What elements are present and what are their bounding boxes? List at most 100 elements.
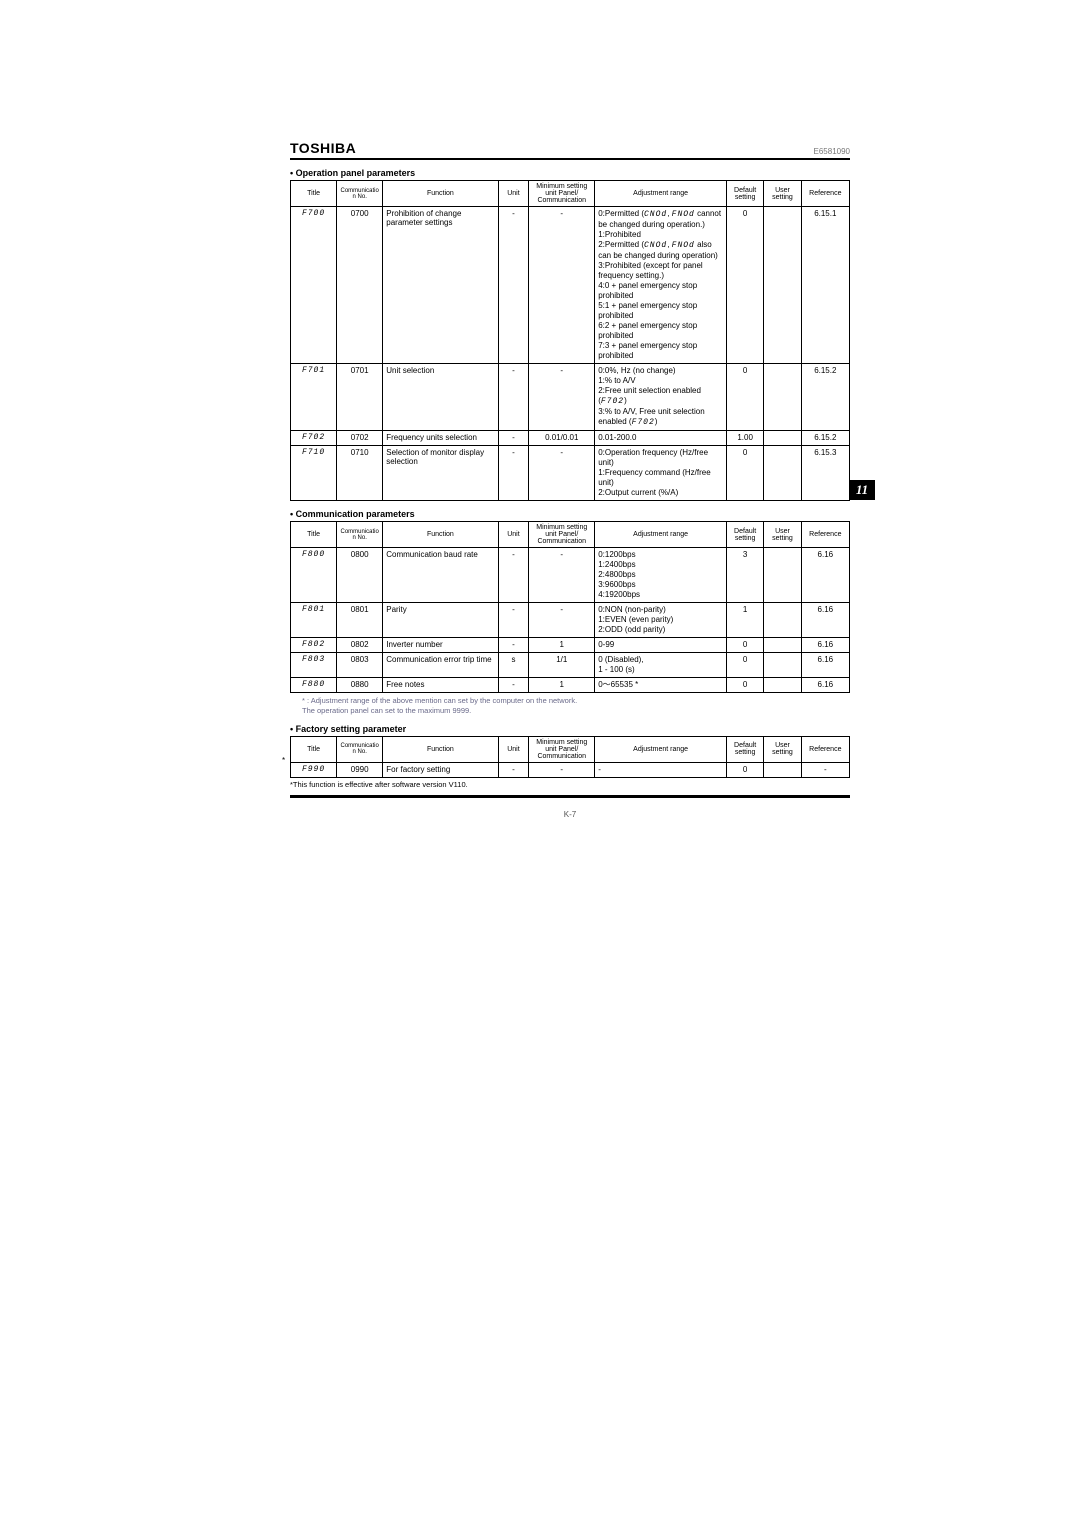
param-title: F802 [291,638,337,653]
param-comm: 0710 [337,446,383,501]
param-comm: 0803 [337,653,383,678]
param-comm: 0990 [337,762,383,777]
param-function: Communication error trip time [383,653,498,678]
col-user: User setting [764,736,801,762]
param-reference: 6.16 [801,678,849,693]
param-min: - [529,446,595,501]
col-reference: Reference [801,736,849,762]
param-unit: - [498,364,529,431]
param-title: F701 [291,364,337,431]
table-row: F702 0702 Frequency units selection - 0.… [291,431,850,446]
col-title: Title [291,181,337,207]
param-adj: 0:0%, Hz (no change)1:% to A/V2:Free uni… [595,364,727,431]
table-row: F803 0803 Communication error trip time … [291,653,850,678]
param-adj: 0:NON (non-parity)1:EVEN (even parity)2:… [595,603,727,638]
param-min: 0.01/0.01 [529,431,595,446]
param-min: 1 [529,678,595,693]
factory-note: *This function is effective after softwa… [290,780,850,789]
param-reference: 6.16 [801,653,849,678]
param-comm: 0880 [337,678,383,693]
param-function: Selection of monitor display selection [383,446,498,501]
param-reference: 6.16 [801,548,849,603]
param-default: 3 [726,548,763,603]
param-default: 0 [726,364,763,431]
param-default: 0 [726,638,763,653]
col-adj: Adjustment range [595,181,727,207]
param-unit: - [498,431,529,446]
param-title: F803 [291,653,337,678]
param-function: Frequency units selection [383,431,498,446]
operation-table: Title Communication No. Function Unit Mi… [290,180,850,501]
table-row: F710 0710 Selection of monitor display s… [291,446,850,501]
col-min: Minimum setting unit Panel/ Communicatio… [529,736,595,762]
param-user [764,678,801,693]
param-default: 0 [726,446,763,501]
param-reference: 6.16 [801,603,849,638]
param-function: Free notes [383,678,498,693]
col-unit: Unit [498,736,529,762]
col-min: Minimum setting unit Panel/ Communicatio… [529,522,595,548]
param-unit: - [498,446,529,501]
param-user [764,762,801,777]
param-title: F700 [291,207,337,364]
brand-logo: TOSHIBA [290,140,356,156]
param-adj: 0:Operation frequency (Hz/free unit)1:Fr… [595,446,727,501]
param-function: Parity [383,603,498,638]
param-min: 1 [529,638,595,653]
col-user: User setting [764,522,801,548]
table-row: F801 0801 Parity - - 0:NON (non-parity)1… [291,603,850,638]
param-min: - [529,207,595,364]
param-unit: - [498,678,529,693]
param-adj: 0.01-200.0 [595,431,727,446]
param-unit: - [498,603,529,638]
section-title-communication: • Communication parameters [290,509,850,519]
section-title-operation: • Operation panel parameters [290,168,850,178]
param-user [764,603,801,638]
col-default: Default setting [726,522,763,548]
col-default: Default setting [726,736,763,762]
chapter-tab: 11 [849,480,875,500]
param-adj: 0 (Disabled),1 - 100 (s) [595,653,727,678]
param-min: - [529,603,595,638]
col-comm: Communication No. [337,736,383,762]
param-adj: 0～65535 * [595,678,727,693]
comm-note-1: * : Adjustment range of the above mentio… [302,696,850,706]
col-unit: Unit [498,181,529,207]
param-reference: 6.15.3 [801,446,849,501]
col-comm: Communication No. [337,181,383,207]
param-adj: 0-99 [595,638,727,653]
param-user [764,207,801,364]
col-function: Function [383,181,498,207]
param-comm: 0801 [337,603,383,638]
page-number: K-7 [290,810,850,819]
doc-number: E6581090 [814,147,850,156]
param-user [764,548,801,603]
col-function: Function [383,736,498,762]
param-comm: 0800 [337,548,383,603]
param-function: Inverter number [383,638,498,653]
param-default: 0 [726,762,763,777]
param-reference: - [801,762,849,777]
param-comm: 0701 [337,364,383,431]
col-reference: Reference [801,522,849,548]
footer-rule [290,795,850,798]
param-adj: - [595,762,727,777]
communication-table: Title Communication No. Function Unit Mi… [290,521,850,693]
col-reference: Reference [801,181,849,207]
comm-note-2: The operation panel can set to the maxim… [302,706,850,716]
param-min: - [529,548,595,603]
param-user [764,364,801,431]
col-function: Function [383,522,498,548]
param-default: 0 [726,653,763,678]
param-adj: 0:Permitted (CNOd, FNOd cannot be change… [595,207,727,364]
param-reference: 6.15.2 [801,431,849,446]
param-user [764,431,801,446]
param-function: Unit selection [383,364,498,431]
table-row: F701 0701 Unit selection - - 0:0%, Hz (n… [291,364,850,431]
factory-table: Title Communication No. Function Unit Mi… [290,736,850,778]
col-title: Title [291,522,337,548]
param-default: 0 [726,678,763,693]
param-reference: 6.16 [801,638,849,653]
table-row: F990 0990 For factory setting - - - 0 - [291,762,850,777]
col-default: Default setting [726,181,763,207]
